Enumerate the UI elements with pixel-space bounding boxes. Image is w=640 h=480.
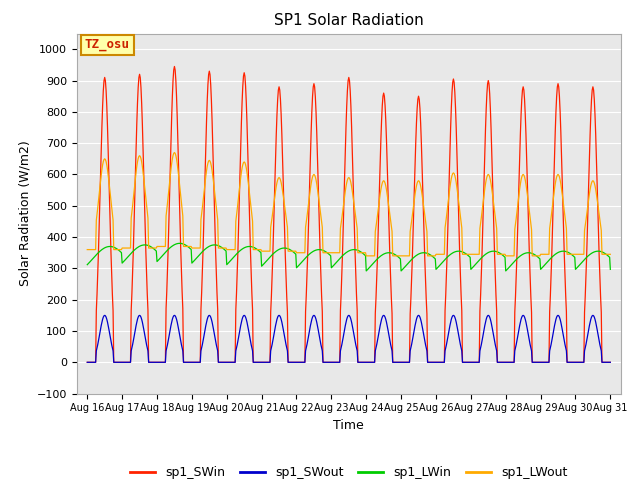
sp1_SWout [604,360,611,365]
sp1_LWin [83,262,91,267]
sp1_SWin [604,360,611,365]
sp1_LWin [315,247,323,252]
sp1_SWout [607,360,614,365]
sp1_SWin [392,360,400,365]
sp1_SWin [456,251,463,256]
X-axis label: Time: Time [333,419,364,432]
sp1_LWout [456,214,464,220]
sp1_LWout [362,253,370,259]
sp1_LWout [477,220,484,226]
sp1_SWin [476,308,484,314]
sp1_LWout [393,253,401,259]
sp1_LWout [171,150,179,156]
sp1_SWout [315,330,323,336]
Y-axis label: Solar Radiation (W/m2): Solar Radiation (W/m2) [18,141,31,287]
sp1_LWin [164,247,172,252]
sp1_LWin [477,256,484,262]
sp1_LWin [175,240,183,246]
sp1_SWout [392,360,400,365]
Line: sp1_SWout: sp1_SWout [87,315,611,362]
sp1_SWin [83,360,91,365]
sp1_LWin [607,266,614,272]
sp1_SWin [171,63,179,69]
Legend: sp1_SWin, sp1_SWout, sp1_LWin, sp1_LWout: sp1_SWin, sp1_SWout, sp1_LWin, sp1_LWout [125,461,573,480]
Line: sp1_LWout: sp1_LWout [87,153,611,256]
sp1_SWout [476,348,484,354]
sp1_LWout [604,252,612,257]
sp1_SWout [456,338,463,344]
sp1_LWin [604,253,612,259]
sp1_LWout [164,194,172,200]
sp1_SWin [164,246,172,252]
sp1_LWout [315,196,323,202]
sp1_SWout [165,334,173,340]
sp1_LWin [393,253,401,259]
sp1_LWin [362,268,370,274]
sp1_SWout [101,312,109,318]
sp1_SWin [607,360,614,365]
Title: SP1 Solar Radiation: SP1 Solar Radiation [274,13,424,28]
sp1_LWin [456,249,464,254]
sp1_LWout [83,247,91,252]
sp1_LWout [607,252,614,257]
Line: sp1_LWin: sp1_LWin [87,243,611,271]
sp1_SWout [83,360,91,365]
Text: TZ_osu: TZ_osu [85,38,130,51]
sp1_SWin [315,204,323,209]
Line: sp1_SWin: sp1_SWin [87,66,611,362]
